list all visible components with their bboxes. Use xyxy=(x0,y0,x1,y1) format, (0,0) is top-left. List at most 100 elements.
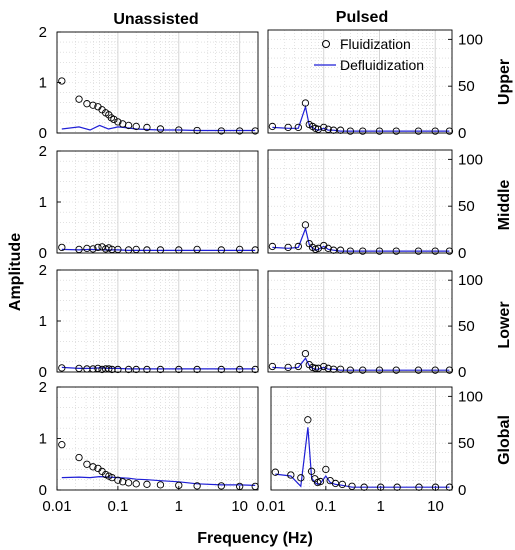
point-fluidization xyxy=(110,115,118,124)
series-line-defluidization xyxy=(61,475,256,486)
row-label-global: Global xyxy=(496,415,513,465)
point-fluidization xyxy=(336,365,345,373)
point-fluidization xyxy=(75,453,83,462)
point-fluidization xyxy=(175,481,183,490)
point-fluidization xyxy=(301,349,310,358)
point-fluidization xyxy=(324,125,332,133)
point-fluidization xyxy=(360,483,368,491)
point-fluidization xyxy=(324,244,332,252)
y-tick-label: 1 xyxy=(39,313,47,330)
y-tick-label: 0 xyxy=(39,482,47,499)
axes-box xyxy=(267,270,453,373)
y-tick-label: 2 xyxy=(39,262,47,279)
point-fluidization xyxy=(314,364,322,372)
point-fluidization xyxy=(175,365,183,374)
point-fluidization xyxy=(217,127,225,135)
y-tick-label: 1 xyxy=(39,431,47,448)
point-fluidization xyxy=(98,243,106,251)
row-label-upper: Upper xyxy=(496,59,513,105)
chart-panels: 012050100FluidizationDefluidization01205… xyxy=(39,24,483,515)
y-tick-label: 2 xyxy=(39,143,47,160)
point-fluidization xyxy=(431,247,439,255)
point-fluidization xyxy=(175,246,183,254)
point-fluidization xyxy=(193,482,201,490)
point-fluidization xyxy=(336,126,345,134)
point-fluidization xyxy=(124,121,133,130)
point-fluidization xyxy=(132,365,140,374)
y-tick-label: 0 xyxy=(39,364,47,381)
x-tick-label: 0.1 xyxy=(107,498,128,515)
y-tick-label: 0 xyxy=(458,245,466,262)
point-fluidization xyxy=(445,483,454,491)
chart-panel: 0 50 100 xyxy=(267,270,483,381)
point-fluidization xyxy=(143,246,151,254)
point-fluidization xyxy=(268,122,277,131)
legend: Fluidization Defluidization xyxy=(314,36,424,73)
x-tick-label: 1 xyxy=(175,498,183,515)
point-fluidization xyxy=(89,365,97,373)
point-fluidization xyxy=(251,365,259,374)
y-tick-label: 100 xyxy=(458,151,483,168)
point-fluidization xyxy=(329,126,338,134)
point-fluidization xyxy=(193,245,201,254)
series-line-defluidization xyxy=(272,104,450,132)
point-fluidization xyxy=(445,366,454,374)
point-fluidization xyxy=(268,242,277,251)
point-fluidization xyxy=(271,468,279,476)
point-fluidization xyxy=(359,127,367,135)
y-tick-label: 0 xyxy=(39,125,47,142)
point-fluidization xyxy=(301,99,310,107)
point-fluidization xyxy=(329,246,338,254)
series-line-defluidization xyxy=(272,357,450,371)
point-fluidization xyxy=(346,247,354,255)
chart-panel: 0 50 100 0.01 0.1 1 10 xyxy=(256,386,483,515)
series-line-defluidization xyxy=(61,248,256,251)
point-fluidization xyxy=(75,95,83,103)
point-fluidization xyxy=(294,242,302,251)
legend-label-defluidization: Defluidization xyxy=(340,57,424,73)
x-tick-label: 1 xyxy=(376,498,384,515)
point-fluidization xyxy=(83,244,91,253)
point-fluidization xyxy=(445,247,454,255)
point-fluidization xyxy=(217,365,225,374)
point-fluidization xyxy=(392,366,400,374)
point-fluidization xyxy=(392,127,400,135)
point-fluidization xyxy=(308,363,317,372)
y-tick-label: 100 xyxy=(458,31,483,48)
point-fluidization xyxy=(75,245,83,254)
row-label-lower: Lower xyxy=(496,301,513,348)
point-fluidization xyxy=(268,362,277,371)
point-fluidization xyxy=(329,365,338,373)
point-fluidization xyxy=(124,246,133,254)
point-fluidization xyxy=(75,364,83,373)
point-fluidization xyxy=(431,366,439,374)
point-fluidization xyxy=(143,480,151,488)
point-fluidization xyxy=(156,246,165,254)
point-fluidization xyxy=(108,245,116,254)
point-fluidization xyxy=(58,243,66,252)
point-fluidization xyxy=(143,123,151,132)
chart-panel: 0 1 2 xyxy=(39,24,259,142)
y-tick-label: 0 xyxy=(458,364,466,381)
point-fluidization xyxy=(346,127,354,135)
point-fluidization xyxy=(414,247,423,255)
point-fluidization xyxy=(89,463,97,471)
series-line-defluidization xyxy=(275,427,450,488)
point-fluidization xyxy=(314,125,322,133)
y-tick-label: 0 xyxy=(458,482,466,499)
point-fluidization xyxy=(251,127,259,135)
series-line-defluidization xyxy=(61,124,256,132)
point-fluidization xyxy=(320,362,328,371)
point-fluidization xyxy=(236,365,244,374)
y-tick-label: 50 xyxy=(458,78,475,95)
point-fluidization xyxy=(304,416,312,424)
point-fluidization xyxy=(311,124,320,132)
chart-panel: 0 50 100 xyxy=(267,149,483,262)
point-fluidization xyxy=(124,479,133,487)
point-fluidization xyxy=(346,366,354,374)
point-fluidization xyxy=(156,125,165,133)
point-fluidization xyxy=(108,473,116,482)
axes-box xyxy=(270,386,453,491)
point-fluidization xyxy=(236,245,244,254)
